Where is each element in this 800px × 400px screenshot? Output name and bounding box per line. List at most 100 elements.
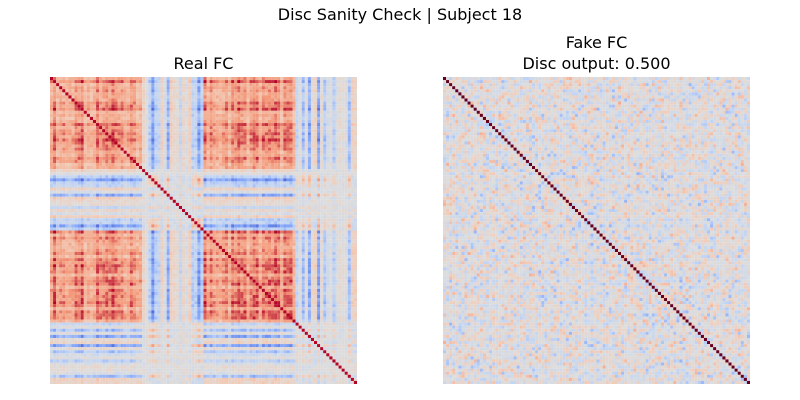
matrix-cell xyxy=(71,107,75,111)
matrix-cell xyxy=(347,113,351,117)
matrix-cell xyxy=(96,172,100,176)
matrix-cell xyxy=(62,178,66,182)
matrix-cell xyxy=(307,224,311,228)
matrix-cell xyxy=(298,147,302,151)
matrix-cell xyxy=(157,193,161,197)
matrix-cell xyxy=(185,169,189,173)
diagonal-cell xyxy=(74,101,78,105)
matrix-cell xyxy=(317,135,321,139)
matrix-cell xyxy=(194,218,198,222)
matrix-cell xyxy=(120,144,124,148)
real-fc-heatmap xyxy=(50,77,357,384)
matrix-cell xyxy=(163,126,167,130)
matrix-cell xyxy=(292,98,296,102)
matrix-cell xyxy=(252,190,256,194)
matrix-cell xyxy=(246,144,250,148)
matrix-cell xyxy=(154,153,158,157)
matrix-cell xyxy=(163,104,167,108)
matrix-cell xyxy=(310,193,315,197)
matrix-cell xyxy=(335,209,339,213)
matrix-cell xyxy=(188,80,192,84)
matrix-cell xyxy=(295,150,299,154)
matrix-cell xyxy=(194,227,198,231)
matrix-cell xyxy=(258,123,262,127)
matrix-cell xyxy=(53,190,57,194)
matrix-cell xyxy=(175,153,179,157)
matrix-cell xyxy=(353,205,357,210)
matrix-cell xyxy=(203,190,207,194)
matrix-cell xyxy=(206,104,210,108)
matrix-cell xyxy=(142,172,146,176)
matrix-cell xyxy=(68,153,72,157)
matrix-cell xyxy=(108,190,112,194)
matrix-cell xyxy=(258,199,262,203)
matrix-cell xyxy=(326,224,330,228)
matrix-cell xyxy=(301,215,305,219)
matrix-cell xyxy=(132,135,137,139)
matrix-cell xyxy=(191,89,195,93)
matrix-cell xyxy=(218,162,222,167)
matrix-cell xyxy=(295,190,299,194)
matrix-cell xyxy=(267,132,272,136)
matrix-cell xyxy=(326,110,330,114)
matrix-cell xyxy=(102,141,106,145)
matrix-cell xyxy=(157,150,161,154)
matrix-cell xyxy=(117,209,121,213)
matrix-cell xyxy=(237,132,241,136)
matrix-cell xyxy=(317,156,321,160)
matrix-cell xyxy=(298,135,302,139)
matrix-cell xyxy=(160,184,164,188)
matrix-cell xyxy=(347,202,351,206)
matrix-cell xyxy=(160,95,164,99)
matrix-cell xyxy=(258,172,262,176)
diagonal-cell xyxy=(194,221,198,225)
matrix-cell xyxy=(301,123,305,127)
matrix-cell xyxy=(221,89,226,93)
matrix-cell xyxy=(200,116,204,121)
matrix-cell xyxy=(135,224,140,228)
matrix-cell xyxy=(50,187,54,191)
matrix-cell xyxy=(169,150,173,154)
matrix-cell xyxy=(280,215,284,219)
matrix-cell xyxy=(292,178,296,182)
matrix-cell xyxy=(65,107,69,111)
matrix-cell xyxy=(175,224,179,228)
matrix-cell xyxy=(117,132,121,136)
matrix-cell xyxy=(160,129,164,133)
matrix-cell xyxy=(120,113,124,117)
matrix-cell xyxy=(120,205,124,210)
matrix-cell xyxy=(289,159,293,164)
matrix-cell xyxy=(329,181,333,185)
matrix-cell xyxy=(120,224,124,228)
matrix-cell xyxy=(175,138,179,142)
matrix-cell xyxy=(347,129,351,133)
matrix-cell xyxy=(218,123,222,127)
matrix-cell xyxy=(252,184,256,188)
matrix-cell xyxy=(50,123,54,127)
matrix-cell xyxy=(126,162,130,167)
matrix-cell xyxy=(350,209,354,213)
matrix-cell xyxy=(209,221,213,225)
matrix-cell xyxy=(264,156,269,160)
matrix-cell xyxy=(68,193,72,197)
matrix-cell xyxy=(157,190,161,194)
matrix-cell xyxy=(68,150,72,154)
matrix-cell xyxy=(169,92,173,96)
matrix-cell xyxy=(304,178,308,182)
matrix-cell xyxy=(307,196,311,200)
matrix-cell xyxy=(209,80,213,84)
matrix-cell xyxy=(96,184,100,188)
matrix-cell xyxy=(237,172,241,176)
matrix-cell xyxy=(246,86,250,90)
matrix-cell xyxy=(234,150,238,154)
matrix-cell xyxy=(320,172,324,176)
matrix-cell xyxy=(111,83,115,87)
matrix-cell xyxy=(191,159,195,164)
matrix-cell xyxy=(185,141,189,145)
matrix-cell xyxy=(71,169,75,173)
matrix-cell xyxy=(83,92,87,96)
matrix-cell xyxy=(304,116,308,121)
matrix-cell xyxy=(129,144,133,148)
matrix-cell xyxy=(212,138,216,142)
matrix-cell xyxy=(96,98,100,102)
